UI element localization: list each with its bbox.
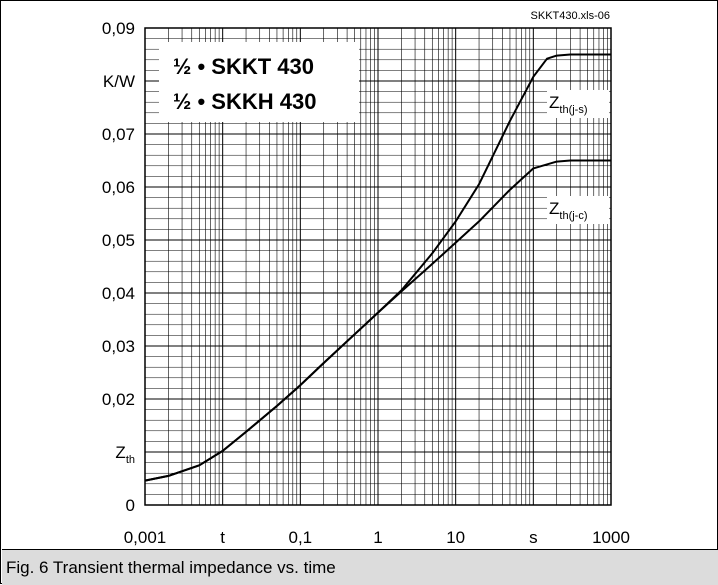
y-tick-label: 0,05 [102, 231, 135, 250]
x-tick-label: 0,1 [289, 528, 313, 547]
figure-caption: Fig. 6 Transient thermal impedance vs. t… [6, 558, 336, 577]
y-tick-label: 0,04 [102, 284, 135, 303]
y-tick-label: 0,02 [102, 390, 135, 409]
series-line [144, 159, 611, 482]
plot-area-border [144, 27, 612, 506]
series-lines [144, 53, 611, 482]
chart: 0,001 t 0,1 1 10 s 1000 0 Zth 0,02 0,03 0,04 0,05 0,0… [102, 10, 630, 547]
legend-line-1: ½ • SKKT 430 [173, 54, 314, 79]
y-tick-label: K/W [103, 72, 135, 91]
x-tick-label: 10 [446, 528, 465, 547]
curve-label-background [547, 90, 609, 118]
y-tick-label: 0,07 [102, 125, 135, 144]
legend-box: ½ • SKKT 430 ½ • SKKH 430 [159, 42, 359, 122]
x-tick-label: t [220, 528, 225, 547]
y-tick-label: 0,03 [102, 337, 135, 356]
y-tick-label: Zth [115, 443, 135, 466]
y-tick-label: 0,09 [102, 19, 135, 38]
caption-bar: Fig. 6 Transient thermal impedance vs. t… [2, 549, 718, 585]
curve-labels: Zth(j-s)Zth(j-c) [547, 90, 609, 224]
tick-labels: 0,001 t 0,1 1 10 s 1000 0 Zth 0,02 0,03 0,04 0,05 0,0… [102, 19, 630, 547]
legend-line-2: ½ • SKKH 430 [173, 89, 316, 114]
curve-label-background [547, 196, 609, 224]
x-tick-label: s [529, 528, 538, 547]
x-tick-label: 1 [373, 528, 382, 547]
source-tag: SKKT430.xls-06 [531, 10, 610, 22]
y-tick-label: 0,06 [102, 178, 135, 197]
x-tick-label: 1000 [592, 528, 630, 547]
x-tick-label: 0,001 [124, 528, 167, 547]
legend-background [159, 42, 359, 122]
y-tick-label: 0 [126, 496, 135, 515]
